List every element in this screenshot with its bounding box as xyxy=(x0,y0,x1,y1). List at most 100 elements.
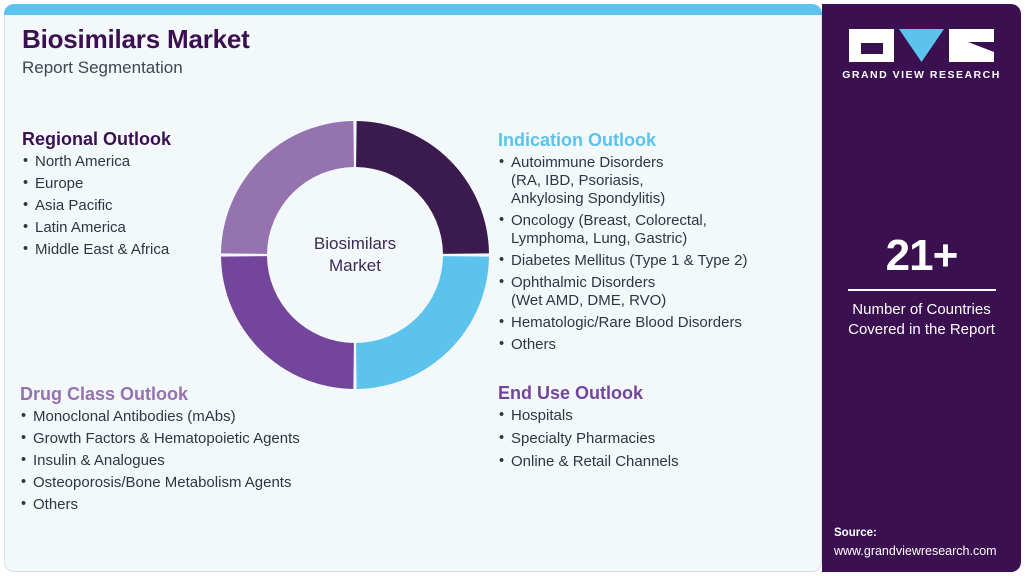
list-item-label: Asia Pacific xyxy=(35,196,113,214)
list-item-label: Others xyxy=(33,495,79,513)
stat-divider xyxy=(847,289,996,291)
bullet-icon: • xyxy=(21,451,27,468)
letter-v-triangle-icon xyxy=(899,29,944,62)
bullet-icon: • xyxy=(499,452,505,469)
donut-svg xyxy=(221,121,489,389)
list-item: • North America xyxy=(22,153,222,171)
section-regional-outlook: Regional Outlook • North America • Europe • A… xyxy=(22,128,222,263)
bullet-icon: • xyxy=(23,240,29,257)
list-item-label: Diabetes Mellitus (Type 1 & Type 2) xyxy=(511,251,748,269)
bullet-icon: • xyxy=(499,313,505,330)
list-item-label: Monoclonal Antibodies (mAbs) xyxy=(33,407,236,425)
list-item-label: Hematologic/Rare Blood Disorders xyxy=(511,313,742,331)
page-title: Biosimilars Market xyxy=(22,24,250,54)
list-item: • Others xyxy=(20,496,420,514)
source-block: Source: www.grandviewresearch.com xyxy=(834,525,1013,560)
list-item: • Hematologic/Rare Blood Disorders xyxy=(498,314,818,332)
list-drug-class: • Monoclonal Antibodies (mAbs) • Growth Fac… xyxy=(20,408,420,514)
section-indication-outlook: Indication Outlook • Autoimmune Disorders… xyxy=(498,129,818,358)
list-item-label-continued: Ankylosing Spondylitis) xyxy=(511,189,666,207)
bullet-icon: • xyxy=(499,251,505,268)
list-item-label: Others xyxy=(511,335,557,353)
list-item-label: Specialty Pharmacies xyxy=(511,429,656,447)
segmentation-donut-chart: Biosimilars Market xyxy=(219,119,491,391)
list-indication: • Autoimmune Disorders (RA, IBD, Psoriasis… xyxy=(498,154,818,354)
list-item-label: Europe xyxy=(35,174,84,192)
stat-label: Number of Countries Covered in the Repor… xyxy=(822,300,1021,341)
donut-segment xyxy=(356,256,489,389)
content-panel xyxy=(4,4,822,572)
section-drug-class-outlook: Drug Class Outlook • Monoclonal Antibodie… xyxy=(20,383,420,518)
list-item-label-continued: (RA, IBD, Psoriasis, xyxy=(511,171,644,189)
list-item: • Diabetes Mellitus (Type 1 & Type 2) xyxy=(498,252,818,270)
list-item: • Specialty Pharmacies xyxy=(498,430,818,448)
list-item-label: Insulin & Analogues xyxy=(33,451,165,469)
section-heading-indication: Indication Outlook xyxy=(498,130,656,150)
donut-segment xyxy=(221,121,354,254)
list-item: • Hospitals xyxy=(498,407,818,425)
letter-g-icon xyxy=(849,29,894,62)
section-heading-regional: Regional Outlook xyxy=(22,129,172,149)
list-item: • Osteoporosis/Bone Metabolism Agents xyxy=(20,474,420,492)
logo-marks xyxy=(822,29,1021,62)
list-item-label-continued: (Wet AMD, DME, RVO) xyxy=(511,291,667,309)
letter-r-icon xyxy=(949,29,994,62)
list-regional: • North America • Europe • Asia Pacific • Latin… xyxy=(22,153,222,259)
grand-view-research-logo: GRAND VIEW RESEARCH xyxy=(822,29,1021,84)
list-item-label-continued: Lymphoma, Lung, Gastric) xyxy=(511,229,688,247)
bullet-icon: • xyxy=(23,152,29,169)
list-item-label: Latin America xyxy=(35,218,126,236)
bullet-icon: • xyxy=(21,495,27,512)
page-subtitle: Report Segmentation xyxy=(22,58,183,77)
stat-value: 21+ xyxy=(885,231,959,280)
list-item: • Latin America xyxy=(22,219,222,237)
donut-segment xyxy=(356,121,489,254)
bullet-icon: • xyxy=(23,218,29,235)
list-item: • Insulin & Analogues xyxy=(20,452,420,470)
list-item-label: North America xyxy=(35,152,131,170)
stat-label-line1: Number of Countries xyxy=(852,301,991,318)
bullet-icon: • xyxy=(21,429,27,446)
bullet-icon: • xyxy=(23,196,29,213)
bullet-icon: • xyxy=(499,335,505,352)
list-item: • Others xyxy=(498,336,818,354)
section-heading-end-use: End Use Outlook xyxy=(498,383,644,403)
list-item-label: Hospitals xyxy=(511,406,573,424)
top-accent-bar xyxy=(4,4,822,15)
list-item: • Europe xyxy=(22,175,222,193)
source-label: Source: xyxy=(834,526,877,539)
list-item: • Online & Retail Channels xyxy=(498,453,818,471)
donut-segment xyxy=(221,256,354,389)
bullet-icon: • xyxy=(21,407,27,424)
list-item-label: Online & Retail Channels xyxy=(511,452,679,470)
bullet-icon: • xyxy=(499,153,505,170)
list-end-use: • Hospitals • Specialty Pharmacies • Online &… xyxy=(498,407,818,471)
list-item: • Monoclonal Antibodies (mAbs) xyxy=(20,408,420,426)
bullet-icon: • xyxy=(23,174,29,191)
section-heading-drug-class: Drug Class Outlook xyxy=(20,384,189,404)
bullet-icon: • xyxy=(499,211,505,228)
list-item-label: Middle East & Africa xyxy=(35,240,170,258)
list-item: • Autoimmune Disorders (RA, IBD, Psoriasis… xyxy=(498,154,818,208)
brand-sidebar: GRAND VIEW RESEARCH 21+ Number of Countr… xyxy=(822,4,1021,572)
bullet-icon: • xyxy=(21,473,27,490)
section-end-use-outlook: End Use Outlook • Hospitals • Specialty Pha… xyxy=(498,382,818,476)
list-item: • Growth Factors & Hematopoietic Agents xyxy=(20,430,420,448)
stat-label-line2: Covered in the Report xyxy=(848,321,995,339)
source-url[interactable]: www.grandviewresearch.com xyxy=(834,543,997,558)
list-item-label: Ophthalmic Disorders xyxy=(511,273,656,291)
bullet-icon: • xyxy=(499,273,505,290)
list-item: • Ophthalmic Disorders (Wet AMD, DME, RVO) xyxy=(498,274,818,310)
country-count-stat: 21+ Number of Countries Covered in the R… xyxy=(822,234,1021,341)
list-item: • Oncology (Breast, Colorectal, Lymphoma, … xyxy=(498,212,818,248)
list-item-label: Autoimmune Disorders xyxy=(511,153,664,171)
list-item-label: Growth Factors & Hematopoietic Agents xyxy=(33,429,300,447)
list-item-label: Oncology (Breast, Colorectal, xyxy=(511,211,707,229)
bullet-icon: • xyxy=(499,406,505,423)
list-item-label: Osteoporosis/Bone Metabolism Agents xyxy=(33,473,292,491)
list-item: • Middle East & Africa xyxy=(22,241,222,259)
bullet-icon: • xyxy=(499,429,505,446)
list-item: • Asia Pacific xyxy=(22,197,222,215)
logo-wordmark: GRAND VIEW RESEARCH xyxy=(842,69,1001,81)
